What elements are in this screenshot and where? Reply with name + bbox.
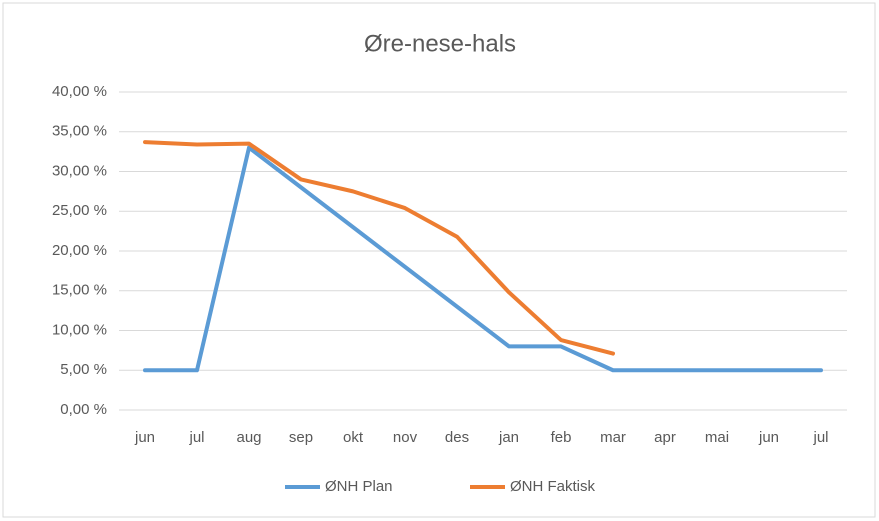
series-line	[143, 140, 615, 356]
chart-title: Øre-nese-hals	[364, 30, 516, 57]
legend-label: ØNH Faktisk	[510, 478, 596, 495]
x-tick-label: jul	[812, 429, 828, 446]
y-tick-label: 20,00 %	[52, 242, 107, 259]
x-tick-label: jun	[134, 429, 155, 446]
y-tick-label: 35,00 %	[52, 123, 107, 140]
y-tick-label: 30,00 %	[52, 162, 107, 179]
x-tick-label: nov	[393, 429, 418, 446]
x-tick-label: jun	[758, 429, 779, 446]
x-tick-label: jul	[188, 429, 204, 446]
y-tick-label: 10,00 %	[52, 321, 107, 338]
y-tick-label: 0,00 %	[60, 401, 107, 418]
x-tick-label: aug	[236, 429, 261, 446]
series-line	[143, 145, 823, 373]
y-tick-label: 40,00 %	[52, 83, 107, 100]
x-tick-label: jan	[498, 429, 519, 446]
x-tick-label: feb	[551, 429, 572, 446]
x-tick-label: sep	[289, 429, 313, 446]
x-tick-label: mar	[600, 429, 626, 446]
y-tick-label: 5,00 %	[60, 361, 107, 378]
y-tick-label: 15,00 %	[52, 282, 107, 299]
x-tick-label: okt	[343, 429, 364, 446]
x-tick-label: des	[445, 429, 469, 446]
legend-label: ØNH Plan	[325, 478, 393, 495]
x-tick-label: mai	[705, 429, 729, 446]
y-tick-label: 25,00 %	[52, 202, 107, 219]
x-tick-label: apr	[654, 429, 676, 446]
